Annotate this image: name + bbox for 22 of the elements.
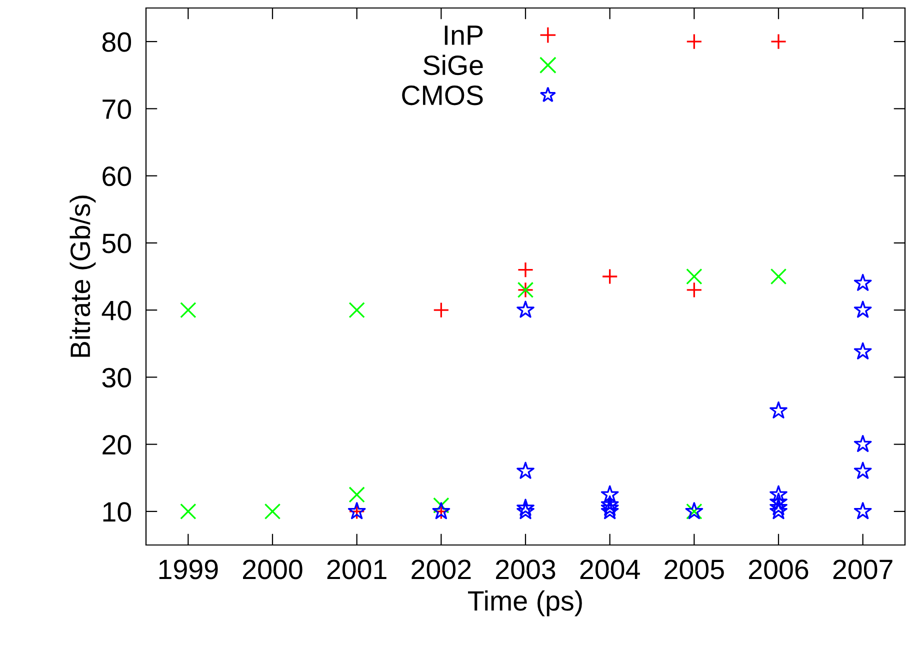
y-tick-label: 10 xyxy=(103,502,132,522)
x-tick-label: 2004 xyxy=(580,560,640,580)
y-tick-label: 20 xyxy=(102,434,132,455)
x-tick-label: 2005 xyxy=(664,560,724,580)
x-tick-label: 2006 xyxy=(749,560,808,580)
x-tick-label: 2000 xyxy=(243,560,302,580)
y-axis-title: Bitrate (Gb/s) xyxy=(70,196,96,357)
x-tick-label: 2007 xyxy=(833,560,892,580)
y-tick-label: 40 xyxy=(102,300,132,320)
y-tick-label: 70 xyxy=(102,99,132,120)
x-tick-label: 2001 xyxy=(327,560,386,580)
legend-label: SiGe xyxy=(424,54,483,76)
y-tick-label: 30 xyxy=(102,368,132,388)
x-tick-label: 1999 xyxy=(159,560,218,580)
y-tick-label: 60 xyxy=(102,166,132,186)
y-tick-label: 50 xyxy=(102,234,132,254)
x-tick-label: 2002 xyxy=(412,560,471,580)
legend-label: CMOS xyxy=(402,86,483,106)
x-axis-title: Time (ps) xyxy=(468,590,582,616)
y-tick-label: 80 xyxy=(102,32,132,52)
legend-label: InP xyxy=(444,26,483,45)
x-tick-label: 2003 xyxy=(496,560,556,580)
